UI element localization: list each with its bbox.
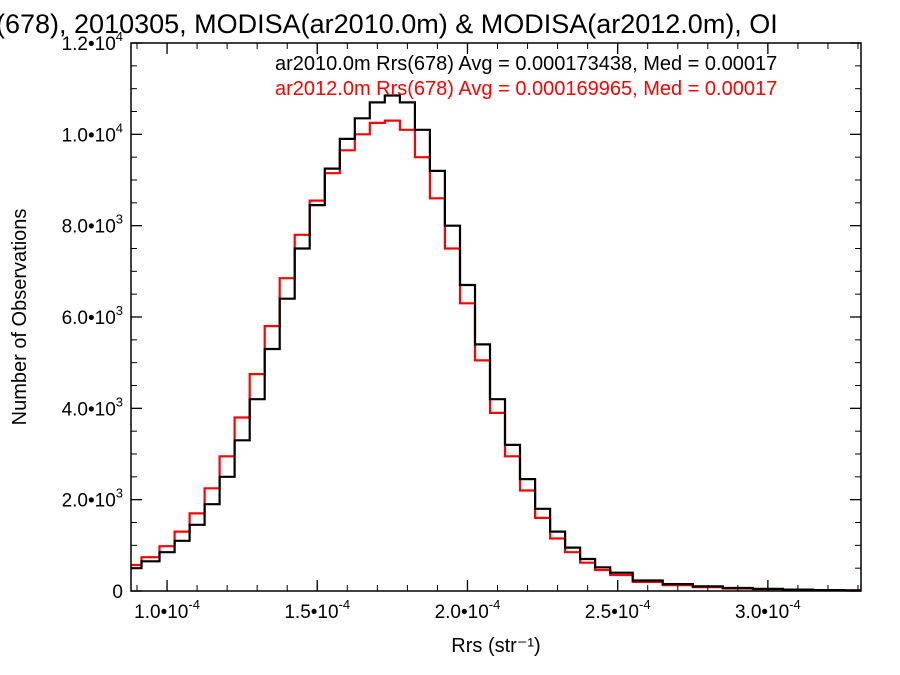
legend: ar2010.0m Rrs(678) Avg = 0.000173438, Me… (275, 53, 777, 100)
y-tick-label: 6.0•103 (62, 303, 123, 329)
y-tick-label: 8.0•103 (62, 212, 123, 238)
y-tick-label: 4.0•103 (62, 394, 123, 420)
y-tick-label: 1.2•104 (62, 29, 123, 55)
y-axis-ticks: 0 2.0•103 4.0•103 6.0•103 8.0•103 1.0•104 1.2•… (62, 29, 861, 603)
y-tick-label: 2.0•103 (62, 486, 123, 512)
x-tick-label: 1.5•10-4 (284, 597, 350, 623)
x-axis-ticks: 1.0•10-4 1.5•10-4 2.0•10-4 2.5•10-4 3.0•10-4 (134, 43, 859, 623)
y-tick-label: 0 (112, 582, 123, 603)
x-tick-label: 3.0•10-4 (735, 597, 801, 623)
chart-title: (678), 2010305, MODISA(ar2010.0m) & MODI… (0, 9, 778, 39)
x-tick-label: 1.0•10-4 (134, 597, 200, 623)
y-axis-label: Number of Observations (9, 209, 31, 426)
series-line-0 (131, 94, 861, 592)
series-layer (131, 94, 861, 592)
plot-frame (130, 42, 862, 592)
x-axis-label: Rrs (str⁻¹) (451, 635, 540, 657)
legend-entry-0: ar2010.0m Rrs(678) Avg = 0.000173438, Me… (275, 53, 777, 75)
legend-entry-1: ar2012.0m Rrs(678) Avg = 0.000169965, Me… (275, 78, 777, 100)
x-tick-label: 2.0•10-4 (435, 597, 501, 623)
y-tick-label: 1.0•104 (62, 120, 123, 146)
series-line-1 (131, 119, 861, 592)
x-tick-label: 2.5•10-4 (585, 597, 651, 623)
